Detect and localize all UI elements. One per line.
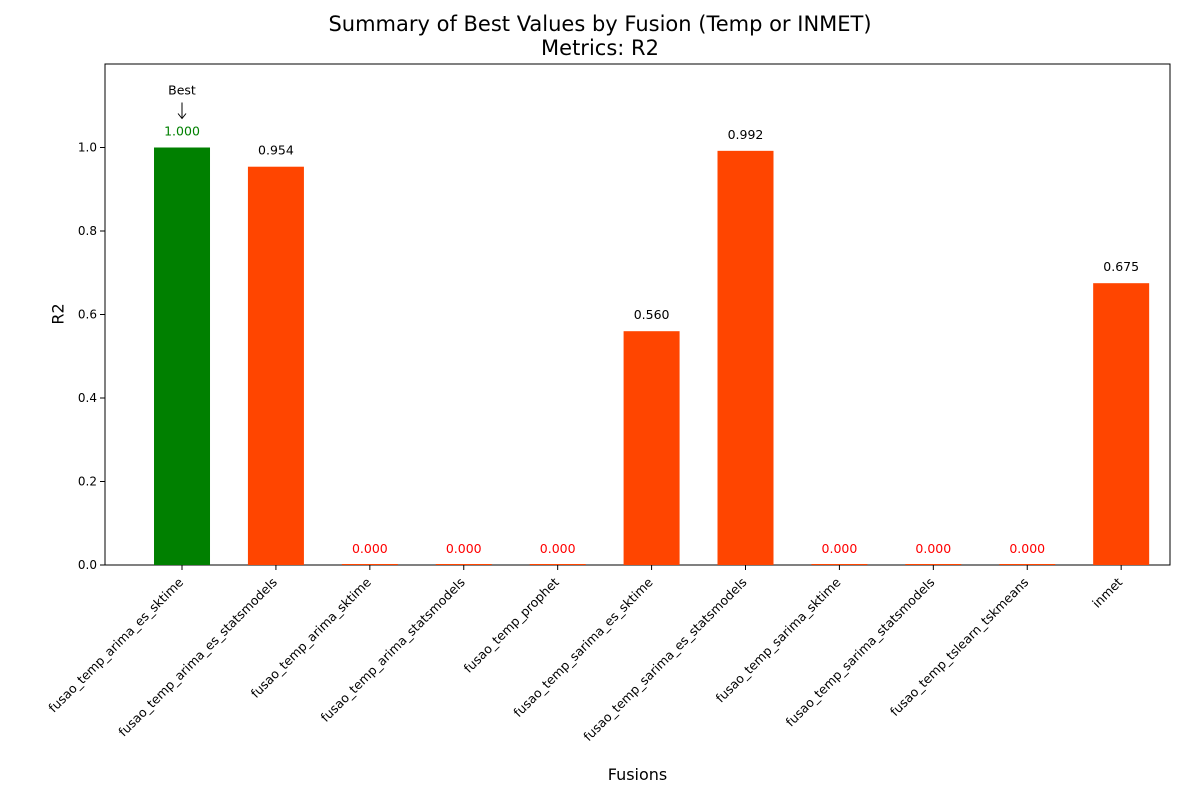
data-label: 0.000 [446, 541, 482, 556]
x-tick-label: fusao_temp_arima_es_statsmodels [115, 575, 280, 740]
data-label: 0.000 [540, 541, 576, 556]
data-label: 0.000 [352, 541, 388, 556]
data-label: 1.000 [164, 124, 200, 139]
data-label: 0.000 [1009, 541, 1045, 556]
x-tick-label: fusao_temp_prophet [461, 574, 562, 675]
data-label: 0.000 [822, 541, 858, 556]
bar [1093, 283, 1150, 565]
bar [999, 564, 1056, 565]
y-tick-label: 0.2 [78, 475, 97, 489]
data-label: 0.560 [634, 307, 670, 322]
data-label: 0.954 [258, 143, 294, 158]
chart-title: Summary of Best Values by Fusion (Temp o… [328, 12, 872, 36]
y-tick-label: 0.8 [78, 224, 97, 238]
data-label: 0.675 [1103, 259, 1139, 274]
x-tick-label: fusao_temp_sarima_statsmodels [782, 575, 937, 730]
y-tick-label: 0.6 [78, 308, 97, 322]
best-arrow-head [177, 113, 187, 120]
bar [623, 331, 680, 565]
y-axis-label: R2 [48, 303, 68, 325]
y-tick-label: 0.0 [78, 558, 97, 572]
bar [247, 166, 304, 565]
data-label: 0.992 [728, 127, 764, 142]
bar [905, 564, 962, 565]
bar [154, 147, 211, 565]
x-axis-label: Fusions [607, 765, 668, 784]
y-tick-label: 1.0 [78, 141, 97, 155]
bar [811, 564, 868, 565]
x-tick-label: fusao_temp_sarima_es_statsmodels [580, 575, 749, 744]
y-tick-label: 0.4 [78, 391, 97, 405]
data-label: 0.000 [915, 541, 951, 556]
chart-subtitle: Metrics: R2 [541, 36, 659, 60]
bar [435, 564, 492, 565]
x-tick-label: inmet [1089, 574, 1125, 610]
best-annotation: Best [168, 83, 196, 98]
bar [341, 564, 398, 565]
bar [717, 150, 774, 565]
bar [529, 564, 586, 565]
